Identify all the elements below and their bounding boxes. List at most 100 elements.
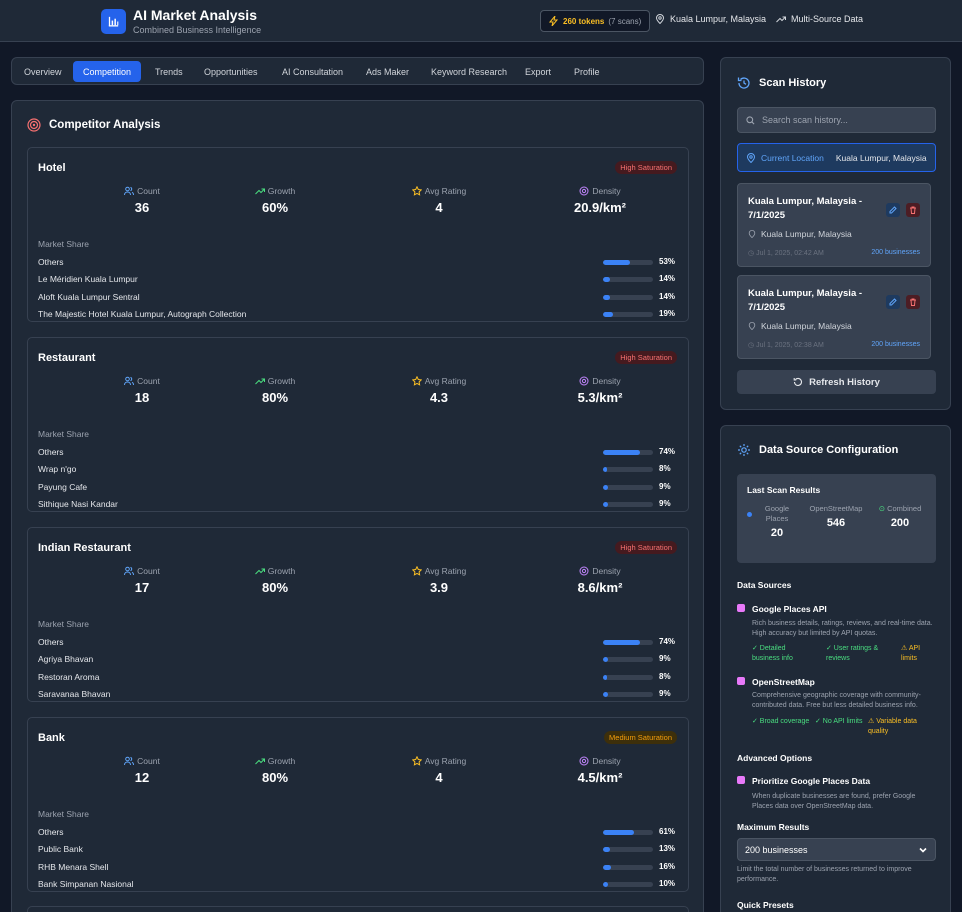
scan-businesses: 200 businesses [871,249,920,256]
scan-date-text: Jul 1, 2025, 02:38 AM [756,342,824,349]
quick-presets-heading: Quick Presets [737,900,794,910]
google-count: Google Places 20 [759,504,795,539]
share-percent: 9% [659,499,671,509]
competitor-name: Aloft Kuala Lumpur Sentral [38,291,140,302]
saturation-badge: High Saturation [615,351,677,364]
market-share-row: The Majestic Hotel Kuala Lumpur, Autogra… [38,309,678,321]
data-sources-heading: Data Sources [737,580,792,590]
metric-label: Growth [195,186,355,196]
openstreetmap-name: OpenStreetMap [752,677,815,687]
metric-label-text: Growth [267,376,296,386]
max-results-hint: Limit the total number of businesses ret… [737,866,912,883]
search-icon [746,115,755,124]
share-percent: 14% [659,274,676,284]
share-bar-fill [603,864,611,870]
scan-history-title-text: Scan History [759,77,827,89]
edit-button[interactable] [886,203,900,217]
share-percent: 8% [659,671,671,681]
edit-button[interactable] [886,295,900,309]
metric-density: Density 8.6/km² [520,566,680,595]
delete-button[interactable] [906,295,920,309]
share-bar [603,502,653,508]
share-bar-fill [603,674,607,680]
trash-icon [910,206,916,214]
refresh-history-button[interactable]: Refresh History [737,370,936,394]
tab-ai-consultation[interactable]: AI Consultation [282,66,344,77]
scan-count: (7 scans) [608,16,642,26]
chevron-down-icon [919,847,927,853]
tab-trends[interactable]: Trends [155,66,183,77]
metric-label: Density [520,376,680,386]
header-data-source-text: Multi-Source Data [791,14,864,24]
tab-competition[interactable]: Competition [73,61,142,82]
tab-export[interactable]: Export [525,66,552,77]
competitor-analysis-title: Competitor Analysis [27,118,160,132]
share-bar [603,484,653,490]
history-search-input[interactable] [762,115,932,125]
scan-date-text: Jul 1, 2025, 02:42 AM [756,250,824,257]
competitor-analysis-title-text: Competitor Analysis [49,119,161,131]
data-source-config-panel: Data Source Configuration Last Scan Resu… [720,425,951,912]
competitor-card: Hotel High Saturation Count 36 Growth 60%… [27,147,689,322]
share-bar-fill [603,260,630,265]
density-icon [579,376,589,386]
share-bar [603,277,653,283]
metric-label-text: Density [592,376,621,386]
metric-label-text: Avg Rating [424,756,467,766]
metric-label-text: Growth [267,756,296,766]
metric-value: 18 [134,390,150,405]
metric-label: Avg Rating [359,756,519,766]
data-source-config-title-text: Data Source Configuration [759,444,899,456]
competitor-name: Bank Simpanan Nasional [38,879,134,890]
combined-count-value: 200 [890,517,910,529]
tab-opportunities[interactable]: Opportunities [204,66,258,77]
market-share-row: Bank Simpanan Nasional 10% [38,879,678,891]
check-circle-icon: ⊙ [878,504,885,513]
combined-count: ⊙ Combined 200 [872,504,928,529]
card-title: Restaurant [38,352,96,364]
history-search[interactable] [737,107,936,133]
prioritize-google-desc: When duplicate businesses are found, pre… [752,793,916,810]
market-share-row: Restoran Aroma 8% [38,672,678,684]
share-bar-fill [603,502,608,508]
scan-entry[interactable]: Kuala Lumpur, Malaysia - 7/1/2025 Kuala … [737,183,931,267]
max-results-select[interactable]: 200 businesses [737,838,936,861]
tokens-badge[interactable]: 260 tokens (7 scans) [540,10,651,32]
share-bar-fill [603,312,613,318]
share-percent: 9% [659,689,671,699]
scan-entry[interactable]: Kuala Lumpur, Malaysia - 7/1/2025 Kuala … [737,275,931,359]
tab-profile[interactable]: Profile [574,66,600,77]
tab-ads-maker[interactable]: Ads Maker [366,66,410,77]
tab-overview[interactable]: Overview [24,66,62,77]
app-subtitle: Combined Business Intelligence [133,25,262,35]
metric-growth: Growth 80% [195,756,355,785]
competitor-name: RHB Menara Shell [38,861,109,872]
competitor-name: Le Méridien Kuala Lumpur [38,274,138,285]
market-share-row: Others 74% [38,447,678,459]
share-bar [603,864,653,870]
prioritize-google-checkbox[interactable] [737,776,745,784]
card-title: Bank [38,732,65,744]
metric-value: 20.9/km² [573,200,627,215]
refresh-icon [793,377,803,386]
max-results-value: 200 businesses [745,844,808,855]
share-bar-fill [603,692,608,698]
card-title: Indian Restaurant [38,542,131,554]
google-places-checkbox[interactable] [737,604,745,612]
share-bar [603,657,653,663]
share-bar-fill [603,450,640,455]
metric-label-text: Count [137,186,160,196]
share-percent: 74% [659,637,676,646]
density-icon [579,186,589,196]
scan-history-panel: Scan History Current Location Kuala Lump… [720,57,951,410]
market-share-label: Market Share [38,429,90,439]
metric-growth: Growth 80% [195,566,355,595]
tab-keyword-research[interactable]: Keyword Research [431,66,508,77]
metric-value: 17 [134,580,150,595]
card-title: Hotel [38,162,66,174]
metric-rating: Avg Rating 4 [359,186,519,215]
delete-button[interactable] [906,203,920,217]
header-location: Kuala Lumpur, Malaysia [655,14,766,24]
openstreetmap-checkbox[interactable] [737,677,745,685]
competitor-name: Saravanaa Bhavan [38,689,111,700]
